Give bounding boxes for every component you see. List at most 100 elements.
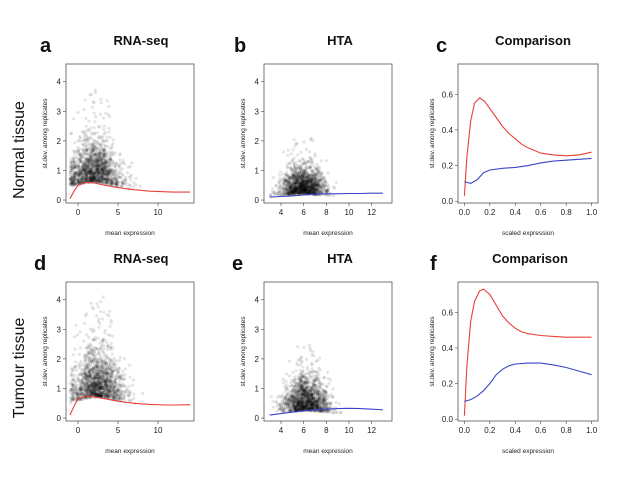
scatter-point	[73, 182, 78, 186]
scatter-point	[299, 163, 303, 168]
scatter-point	[89, 156, 93, 161]
scatter-point	[91, 175, 95, 179]
scatter-point	[129, 178, 133, 182]
scatter-point	[287, 359, 292, 363]
scatter-point	[100, 152, 104, 156]
scatter-point	[87, 335, 91, 339]
scatter-point	[102, 310, 106, 314]
scatter-point	[71, 182, 75, 186]
scatter-point	[103, 159, 107, 163]
scatter-point	[108, 166, 112, 170]
scatter-point	[97, 169, 101, 173]
scatter-point	[68, 172, 72, 176]
scatter-point	[130, 383, 134, 387]
scatter-point	[86, 383, 91, 387]
scatter-point	[87, 158, 91, 163]
scatter-point	[101, 173, 105, 177]
scatter-point	[90, 177, 94, 182]
scatter-point	[84, 172, 88, 176]
scatter-point	[103, 171, 107, 175]
scatter-point	[106, 172, 110, 176]
scatter-point	[313, 152, 317, 156]
scatter-point	[294, 167, 298, 172]
scatter-point	[303, 159, 307, 163]
scatter-point	[107, 172, 111, 176]
scatter-point	[94, 148, 98, 152]
scatter-point	[288, 161, 292, 165]
scatter-point	[73, 174, 77, 178]
scatter-point	[90, 151, 94, 155]
scatter-point	[92, 172, 96, 176]
scatter-point	[78, 366, 82, 370]
scatter-point	[119, 176, 123, 180]
scatter-point	[72, 117, 76, 121]
scatter-point	[71, 156, 75, 160]
scatter-point	[88, 388, 92, 392]
scatter-point	[89, 177, 94, 182]
scatter-point	[111, 168, 115, 172]
scatter-point	[105, 172, 109, 176]
scatter-point	[83, 168, 87, 172]
scatter-point	[99, 158, 104, 162]
scatter-point	[107, 384, 111, 388]
scatter-point	[113, 165, 117, 169]
scatter-point	[79, 177, 83, 181]
scatter-point	[321, 382, 325, 386]
scatter-point	[79, 178, 83, 182]
scatter-point	[70, 167, 74, 171]
scatter-point	[96, 155, 100, 159]
scatter-point	[78, 156, 82, 161]
scatter-point	[81, 165, 85, 169]
scatter-point	[92, 126, 96, 130]
scatter-point	[96, 320, 100, 324]
scatter-point	[100, 174, 104, 178]
scatter-point	[96, 159, 100, 163]
scatter-point	[78, 171, 82, 175]
scatter-point	[95, 176, 100, 180]
scatter-point	[112, 177, 116, 181]
scatter-point	[73, 172, 77, 176]
scatter-point	[97, 169, 101, 173]
scatter-point	[101, 161, 105, 165]
scatter-point	[106, 179, 110, 183]
scatter-point	[82, 148, 86, 152]
scatter-point	[109, 180, 113, 184]
scatter-point	[96, 168, 101, 173]
scatter-point	[99, 386, 103, 391]
scatter-point	[126, 171, 130, 175]
scatter-point	[103, 179, 107, 183]
scatter-point	[94, 170, 98, 175]
x-tick-label: 0.0	[459, 208, 471, 217]
panel-letter-e: e	[232, 253, 243, 275]
y-tick-label: 3	[57, 325, 62, 334]
scatter-point	[101, 140, 105, 144]
scatter-point	[81, 160, 85, 164]
scatter-point	[91, 163, 96, 167]
scatter-point	[114, 179, 118, 183]
scatter-point	[103, 130, 107, 135]
scatter-point	[85, 156, 89, 160]
scatter-point	[77, 165, 81, 169]
scatter-point	[107, 170, 111, 174]
scatter-point	[318, 178, 322, 182]
scatter-point	[71, 176, 75, 180]
scatter-point	[127, 384, 131, 389]
scatter-point	[97, 157, 101, 161]
scatter-point	[89, 92, 93, 96]
scatter-point	[109, 153, 113, 157]
scatter-point	[110, 180, 114, 184]
scatter-point	[83, 355, 87, 359]
scatter-point	[131, 378, 135, 382]
scatter-point	[100, 168, 104, 172]
scatter-point	[98, 163, 102, 167]
scatter-point	[307, 174, 311, 179]
scatter-point	[112, 172, 116, 176]
scatter-point	[69, 165, 73, 169]
scatter-point	[104, 111, 108, 115]
scatter-point	[78, 170, 82, 174]
scatter-point	[118, 152, 122, 156]
scatter-point	[92, 358, 96, 362]
scatter-point	[83, 178, 87, 182]
scatter-point	[95, 171, 99, 175]
